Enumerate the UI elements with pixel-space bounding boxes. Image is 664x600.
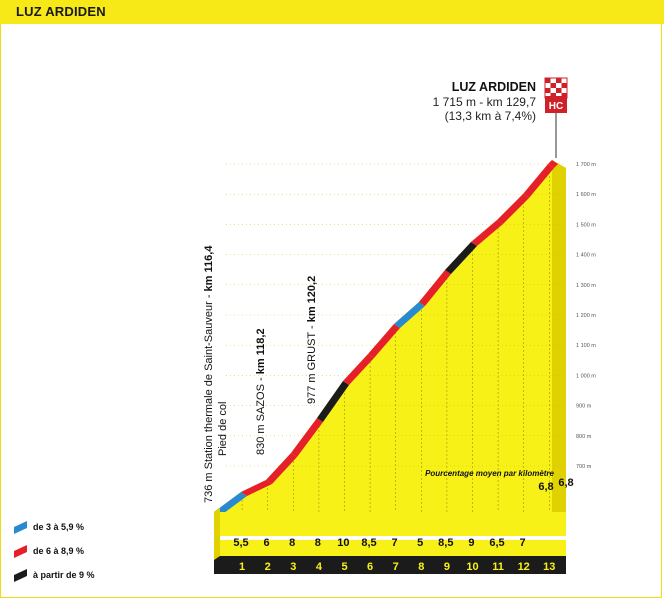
profile-top-segment — [419, 270, 451, 306]
gradient-label: 6,8 — [538, 481, 553, 493]
flag-checker — [545, 88, 551, 93]
flag-checker — [561, 83, 567, 88]
profile-frame — [0, 24, 662, 598]
waypoint-label-start-part: 736 m Station thermale de Saint-Sauveur … — [203, 291, 215, 503]
gradient-label: 10 — [337, 537, 349, 549]
legend-label: de 3 à 5,9 % — [33, 522, 85, 532]
legend-swatch — [14, 520, 27, 534]
profile-top-segment — [497, 194, 529, 224]
km-band — [220, 556, 566, 574]
hc-badge — [545, 96, 567, 113]
legend-item: de 3 à 5,9 % — [14, 520, 85, 534]
waypoint-label-start-part: km 116,4 — [203, 245, 215, 292]
flag-checker — [561, 93, 567, 98]
legend-item: de 6 à 8,9 % — [14, 544, 85, 558]
legend-swatch — [14, 544, 27, 558]
legend-item: à partir de 9 % — [14, 568, 95, 582]
gradient-label: 7 — [520, 537, 526, 549]
km-label: 4 — [316, 561, 323, 573]
km-label: 1 — [239, 561, 245, 573]
altitude-tick-label: 1 200 m — [576, 313, 596, 319]
km-label: 10 — [466, 561, 478, 573]
summit-length-grade: (13,3 km à 7,4%) — [444, 109, 536, 123]
profile-top-segment — [394, 302, 425, 328]
profile-side-face — [552, 160, 566, 512]
profile-top-segment — [471, 220, 503, 246]
profile-top-segment — [445, 242, 477, 274]
band-gap — [220, 540, 566, 558]
flag-checker — [550, 83, 556, 88]
gradient-label: 8 — [315, 537, 321, 549]
altitude-tick-label: 1 400 m — [576, 253, 596, 259]
altitude-tick-label: 1 600 m — [576, 192, 596, 198]
gradient-note: Pourcentage moyen par kilomètre — [425, 469, 554, 478]
header-bar — [0, 0, 664, 24]
km-label: 5 — [341, 561, 347, 573]
altitude-tick-label: 1 300 m — [576, 283, 596, 289]
gradient-label: 5 — [417, 537, 423, 549]
band-left-face — [214, 508, 220, 560]
legend-label: à partir de 9 % — [33, 570, 95, 580]
waypoint-label-sazos-part: 830 m SAZOS - — [255, 374, 267, 455]
gradient-label: 7 — [392, 537, 398, 549]
altitude-tick-label: 800 m — [576, 434, 592, 440]
waypoint-sublabel-start: Pied de col — [217, 402, 229, 456]
waypoint-label-start: 736 m Station thermale de Saint-Sauveur … — [203, 245, 215, 503]
km-label: 12 — [518, 561, 530, 573]
waypoint-sublabel-start-part: Pied de col — [217, 402, 229, 456]
km-band-left — [214, 556, 220, 574]
profile-top-segment — [241, 480, 272, 496]
altitude-tick-label: 1 500 m — [576, 222, 596, 228]
profile-top-segment — [523, 164, 554, 198]
km-label: 13 — [543, 561, 555, 573]
km-label: 8 — [418, 561, 424, 573]
km-label: 7 — [393, 561, 399, 573]
flag-checker — [545, 78, 551, 83]
legend-swatch — [14, 568, 27, 582]
km-label: 3 — [290, 561, 296, 573]
flag-checker — [556, 78, 562, 83]
km-label: 9 — [444, 561, 450, 573]
km-label: 6 — [367, 561, 373, 573]
altitude-tick-label: 1 000 m — [576, 373, 596, 379]
gradient-label: 6 — [264, 537, 270, 549]
gradient-label: 8,5 — [361, 537, 376, 549]
waypoint-label-sazos-part: km 118,2 — [255, 328, 267, 374]
profile-top-segment — [214, 492, 247, 516]
gradient-label: 6,5 — [489, 537, 504, 549]
profile-top-segment — [266, 453, 297, 484]
hc-label: HC — [549, 101, 563, 112]
waypoint-label-grust-part: km 120,2 — [306, 276, 318, 322]
profile-top-segment — [317, 381, 349, 422]
waypoint-label-sazos: 830 m SAZOS - km 118,2 — [255, 328, 267, 455]
km-label: 11 — [492, 561, 504, 573]
gradient-label: 9 — [468, 537, 474, 549]
km-label: 2 — [265, 561, 271, 573]
summit-altitude-km: 1 715 m - km 129,7 — [432, 95, 536, 109]
altitude-tick-label: 700 m — [576, 464, 592, 470]
waypoint-label-grust: 977 m GRUST - km 120,2 — [306, 276, 318, 404]
flag-checker — [556, 88, 562, 93]
waypoint-label-grust-part: 977 m GRUST - — [306, 322, 318, 404]
altitude-tick-label: 1 700 m — [576, 162, 596, 168]
profile-top-segment — [368, 324, 400, 358]
flag-checker — [550, 93, 556, 98]
summit-name: LUZ ARDIDEN — [451, 80, 536, 94]
altitude-tick-label: 1 100 m — [576, 343, 596, 349]
gradient-label: 8,5 — [438, 537, 453, 549]
altitude-tick-label: 900 m — [576, 404, 592, 410]
gradient-band — [214, 512, 566, 536]
gradient-label: 8 — [289, 537, 295, 549]
profile-top-segment — [548, 160, 558, 168]
page-title: LUZ ARDIDEN — [16, 4, 106, 19]
gradient-label: 5,5 — [233, 537, 248, 549]
legend-label: de 6 à 8,9 % — [33, 546, 85, 556]
profile-top-segment — [291, 418, 323, 457]
gradient-label: 6,8 — [558, 477, 573, 489]
profile-top-segment — [343, 354, 374, 385]
